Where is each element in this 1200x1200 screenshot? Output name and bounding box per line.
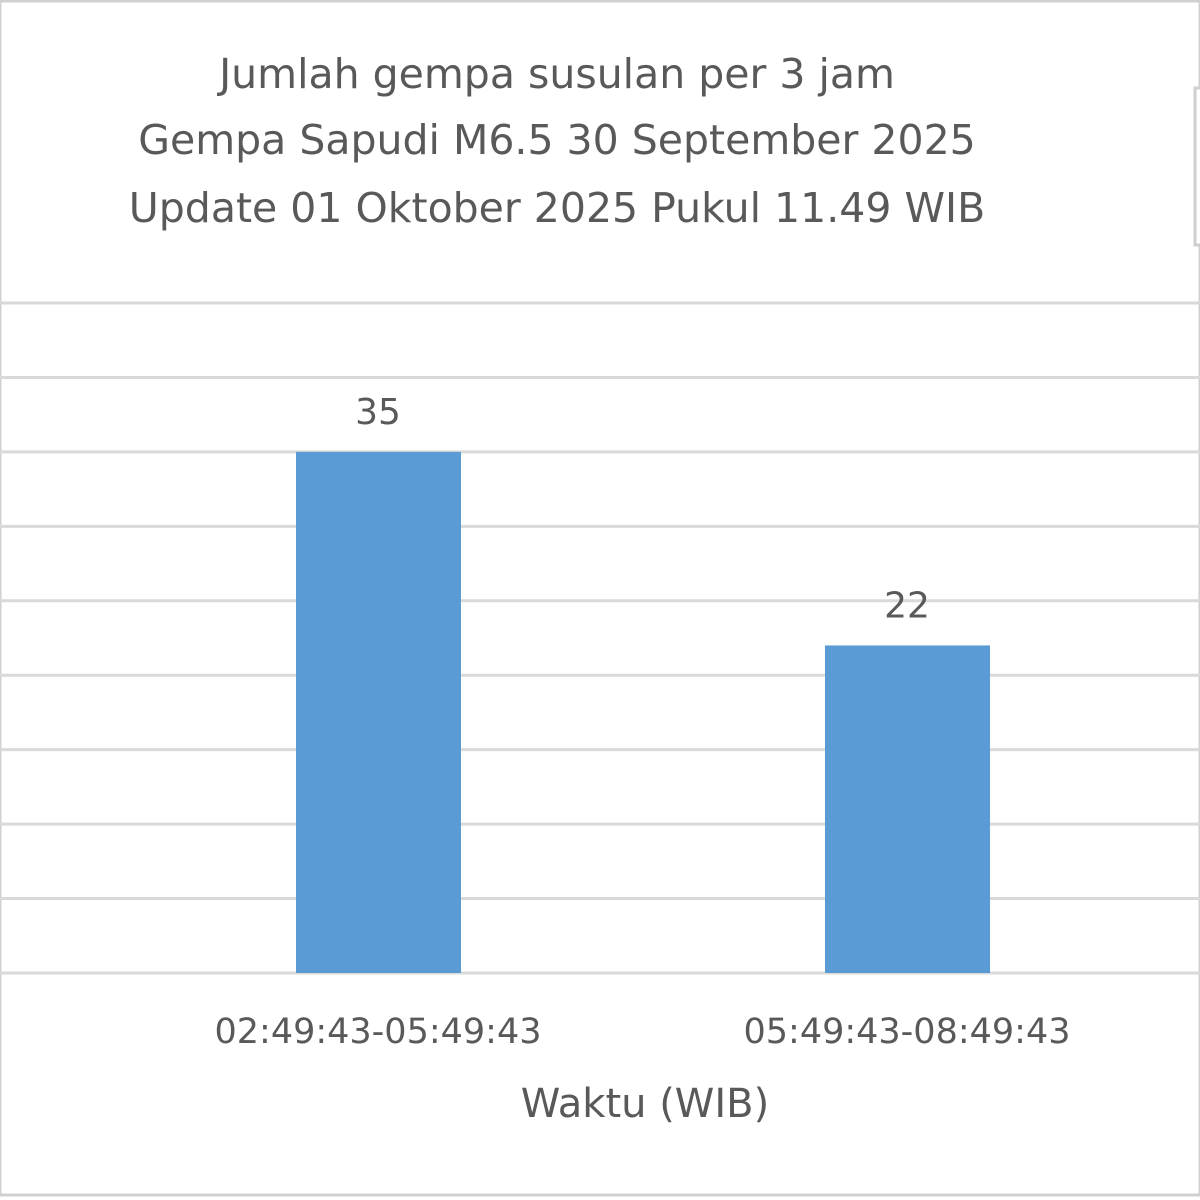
chart-title: Update 01 Oktober 2025 Pukul 11.49 WIB: [129, 184, 985, 232]
data-label: 35: [355, 392, 401, 433]
data-label: 22: [884, 585, 930, 626]
x-tick-label: 05:49:43-08:49:43: [743, 1012, 1070, 1052]
chart-title: Jumlah gempa susulan per 3 jam: [216, 50, 895, 98]
bar: [296, 451, 461, 973]
chart-title: Gempa Sapudi M6.5 30 September 2025: [138, 116, 976, 164]
bar: [825, 645, 990, 973]
x-tick-label: 02:49:43-05:49:43: [214, 1012, 541, 1052]
legend-frame: [1193, 86, 1200, 247]
x-axis-title: Waktu (WIB): [521, 1081, 769, 1127]
